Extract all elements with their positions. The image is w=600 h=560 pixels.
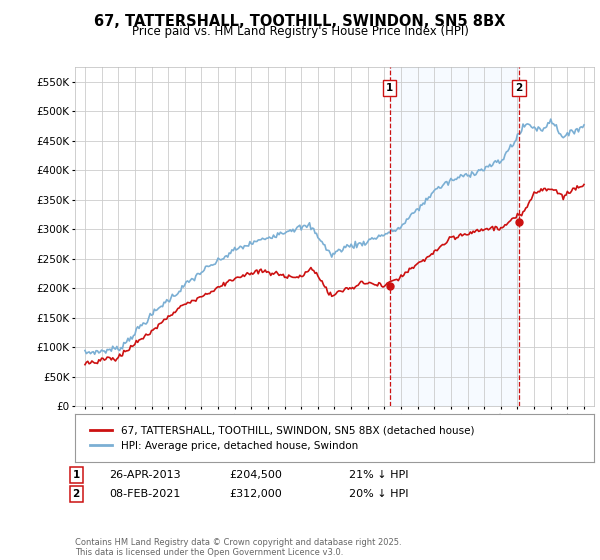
Text: 2: 2	[73, 489, 80, 499]
Text: £204,500: £204,500	[229, 470, 282, 480]
Text: Contains HM Land Registry data © Crown copyright and database right 2025.
This d: Contains HM Land Registry data © Crown c…	[75, 538, 401, 557]
Text: 2: 2	[515, 83, 523, 93]
Text: 1: 1	[73, 470, 80, 480]
Text: 20% ↓ HPI: 20% ↓ HPI	[349, 489, 409, 499]
Text: 26-APR-2013: 26-APR-2013	[109, 470, 181, 480]
Text: 21% ↓ HPI: 21% ↓ HPI	[349, 470, 409, 480]
Text: 67, TATTERSHALL, TOOTHILL, SWINDON, SN5 8BX: 67, TATTERSHALL, TOOTHILL, SWINDON, SN5 …	[94, 14, 506, 29]
Bar	[390, 67, 519, 406]
Text: 08-FEB-2021: 08-FEB-2021	[109, 489, 181, 499]
Legend: 67, TATTERSHALL, TOOTHILL, SWINDON, SN5 8BX (detached house), HPI: Average price: 67, TATTERSHALL, TOOTHILL, SWINDON, SN5 …	[85, 422, 478, 455]
Text: 1: 1	[386, 83, 394, 93]
Text: £312,000: £312,000	[229, 489, 282, 499]
Text: Price paid vs. HM Land Registry's House Price Index (HPI): Price paid vs. HM Land Registry's House …	[131, 25, 469, 38]
